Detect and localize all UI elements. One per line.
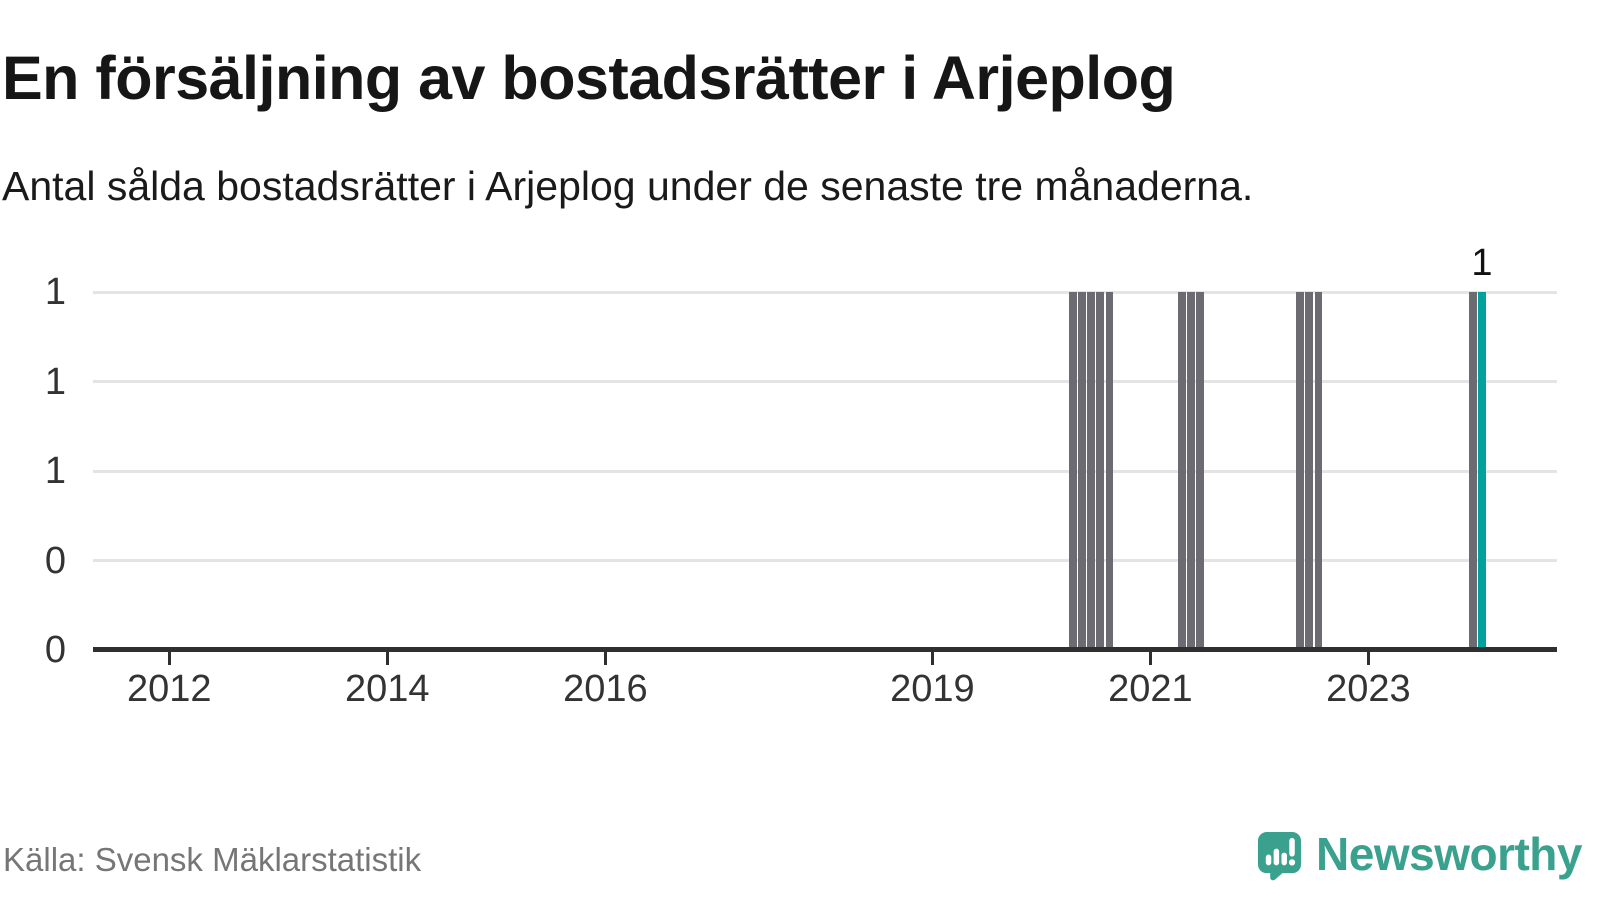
gridline	[93, 469, 1557, 473]
x-axis-tick	[930, 652, 934, 665]
bar	[1096, 292, 1105, 650]
x-axis-label: 2019	[890, 668, 975, 710]
y-axis-label: 1	[44, 271, 66, 313]
x-axis-tick	[1366, 652, 1370, 665]
bar	[1296, 292, 1305, 650]
y-axis-label: 0	[44, 629, 66, 671]
y-axis-label: 1	[44, 360, 66, 403]
x-axis-line	[93, 647, 1557, 652]
value-label: 1	[1471, 242, 1493, 284]
x-axis-label: 2016	[563, 668, 648, 710]
y-axis-label: 0	[44, 539, 66, 582]
newsworthy-wordmark: Newsworthy	[1316, 828, 1582, 880]
bar	[1196, 292, 1205, 650]
gridline	[93, 380, 1557, 383]
bar	[1468, 292, 1477, 650]
x-axis-label: 2023	[1326, 668, 1411, 710]
bar	[1078, 292, 1087, 650]
bar	[1105, 292, 1114, 650]
bar	[1178, 292, 1187, 650]
x-axis-tick	[1148, 652, 1152, 665]
bar	[1314, 292, 1323, 650]
bar	[1069, 292, 1078, 650]
newsworthy-brand: Newsworthy	[1256, 820, 1582, 892]
x-axis-label: 2021	[1108, 668, 1193, 710]
source-note: Källa: Svensk Mäklarstatistik	[3, 841, 422, 878]
y-axis-label: 1	[44, 450, 66, 492]
chart-title: En försäljning av bostadsrätter i Arjepl…	[2, 43, 1176, 112]
x-axis-tick	[603, 652, 607, 665]
bar	[1087, 292, 1096, 650]
plot-area: 1	[93, 244, 1557, 652]
newsworthy-logo-icon	[1258, 831, 1302, 880]
bar-chart: 1 1 1 1 0 0 2012 2014 2016 2019 2021 2023	[0, 244, 1600, 710]
bar	[1187, 292, 1196, 650]
chart-subtitle: Antal sålda bostadsrätter i Arjeplog und…	[2, 163, 1254, 209]
x-axis-label: 2014	[345, 668, 430, 710]
x-axis-tick	[167, 652, 171, 665]
gridline	[93, 559, 1557, 562]
bar	[1305, 292, 1314, 650]
x-axis-tick	[385, 652, 389, 665]
gridline	[93, 290, 1557, 294]
x-axis-label: 2012	[127, 668, 212, 710]
bar-highlighted	[1478, 292, 1486, 650]
